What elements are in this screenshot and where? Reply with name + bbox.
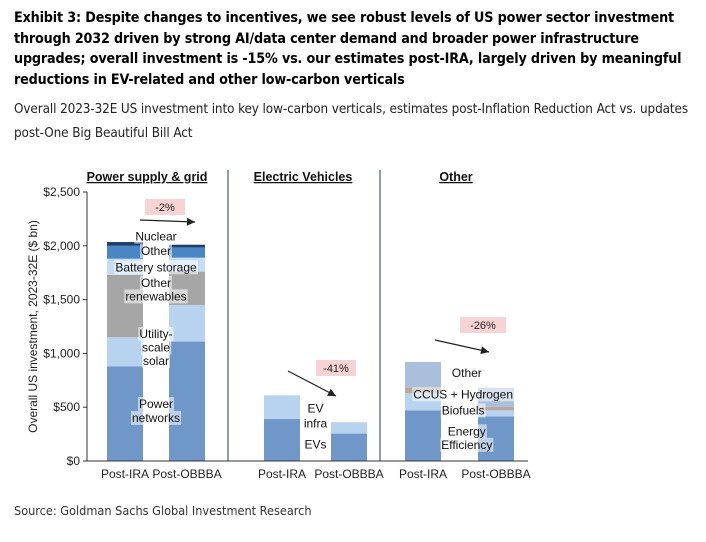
segment-label-bg xyxy=(114,260,199,275)
segment-label: renewables xyxy=(125,289,186,303)
bar-segment xyxy=(478,406,514,411)
segment-label: EV xyxy=(307,401,323,415)
y-tick-label: $2,000 xyxy=(43,239,80,253)
change-arrowhead xyxy=(480,346,489,355)
segment-label: networks xyxy=(132,411,180,425)
segment-label-bg xyxy=(306,401,325,416)
x-tick-label: Post-IRA xyxy=(101,467,149,481)
segment-label: scale xyxy=(142,340,170,354)
segment-label-bg xyxy=(134,229,178,244)
change-arrowhead xyxy=(327,388,336,396)
bar-segment xyxy=(169,341,205,461)
segment-label: Biofuels xyxy=(442,403,485,417)
segment-label-bg xyxy=(450,365,483,380)
x-tick-label: Post-OBBBA xyxy=(152,467,221,481)
bar-segment xyxy=(264,419,300,461)
segment-label: Other xyxy=(141,276,171,290)
change-badge xyxy=(316,360,356,376)
bar-segment xyxy=(107,337,143,367)
change-arrow xyxy=(287,370,337,397)
segment-label: solar xyxy=(143,354,169,368)
group-header: Electric Vehicles xyxy=(254,170,353,184)
segment-label-bg xyxy=(138,327,174,342)
segment-label-bg xyxy=(440,437,494,452)
segment-label-bg xyxy=(139,243,173,258)
segment-label: Battery storage xyxy=(115,260,197,274)
bar-segment xyxy=(405,362,441,388)
y-tick-label: $1,500 xyxy=(43,293,80,307)
change-badge xyxy=(145,199,185,215)
x-tick-label: Post-OBBBA xyxy=(461,467,530,481)
segment-label-bg xyxy=(124,289,188,304)
bar-segment xyxy=(107,242,143,246)
bar-segment xyxy=(169,247,205,258)
bar-segment xyxy=(107,245,143,259)
segment-label-bg xyxy=(303,437,328,452)
source-note: Source: Goldman Sachs Global Investment … xyxy=(14,503,312,518)
segment-label-bg xyxy=(440,403,486,418)
segment-label: Utility- xyxy=(139,327,172,341)
segment-label-bg xyxy=(141,353,171,368)
segment-label-bg xyxy=(139,275,173,290)
group-header: Power supply & grid xyxy=(87,170,208,184)
segment-label-bg xyxy=(302,416,329,431)
bar-segment xyxy=(264,395,300,420)
segment-label-bg xyxy=(140,340,172,355)
segment-label-bg xyxy=(130,410,182,425)
segment-label: CCUS + Hydrogen xyxy=(413,387,513,401)
segment-label-bg xyxy=(137,396,175,411)
change-badge xyxy=(460,317,506,333)
change-badge-label: -2% xyxy=(155,202,175,214)
change-badge-label: -26% xyxy=(470,320,496,332)
segment-label: infra xyxy=(304,416,328,430)
x-tick-label: Post-OBBBA xyxy=(314,467,383,481)
bar-segment xyxy=(107,274,143,338)
bar-segment xyxy=(331,433,367,461)
bar-segment xyxy=(331,422,367,434)
stacked-bar-chart: Power supply & grid Electric Vehicles Othe… xyxy=(26,170,531,481)
bar-segment xyxy=(478,410,514,417)
change-arrowhead xyxy=(186,217,195,226)
segment-label: Efficiency xyxy=(441,438,492,452)
change-badge-label: -41% xyxy=(323,363,349,375)
change-arrow xyxy=(139,219,196,223)
bar-segment xyxy=(405,410,441,461)
segment-label: Other xyxy=(141,244,171,258)
segment-label: EVs xyxy=(304,437,326,451)
bar-segment xyxy=(169,244,205,248)
y-tick-label: $1,000 xyxy=(43,346,80,360)
segment-label-bg xyxy=(412,387,515,402)
y-tick-label: $0 xyxy=(67,454,81,468)
bar-segment xyxy=(169,304,205,342)
y-tick-label: $500 xyxy=(53,400,80,414)
segment-label: Power xyxy=(139,397,173,411)
group-header: Other xyxy=(439,170,472,184)
chart-subtitle: Overall 2023-32E US investment into key … xyxy=(14,102,689,141)
x-tick-label: Post-IRA xyxy=(399,467,447,481)
segment-label: Energy xyxy=(448,424,486,438)
segment-label-bg xyxy=(446,424,487,439)
y-tick-label: $2,500 xyxy=(43,185,80,199)
segment-label: Other xyxy=(452,366,482,380)
segment-label: Nuclear xyxy=(135,230,176,244)
change-arrow xyxy=(434,339,490,353)
x-tick-label: Post-IRA xyxy=(258,467,306,481)
y-axis-label: Overall US investment, 2023-32E ($ bn) xyxy=(26,220,40,433)
exhibit-title: Exhibit 3: Despite changes to incentives… xyxy=(14,10,682,88)
